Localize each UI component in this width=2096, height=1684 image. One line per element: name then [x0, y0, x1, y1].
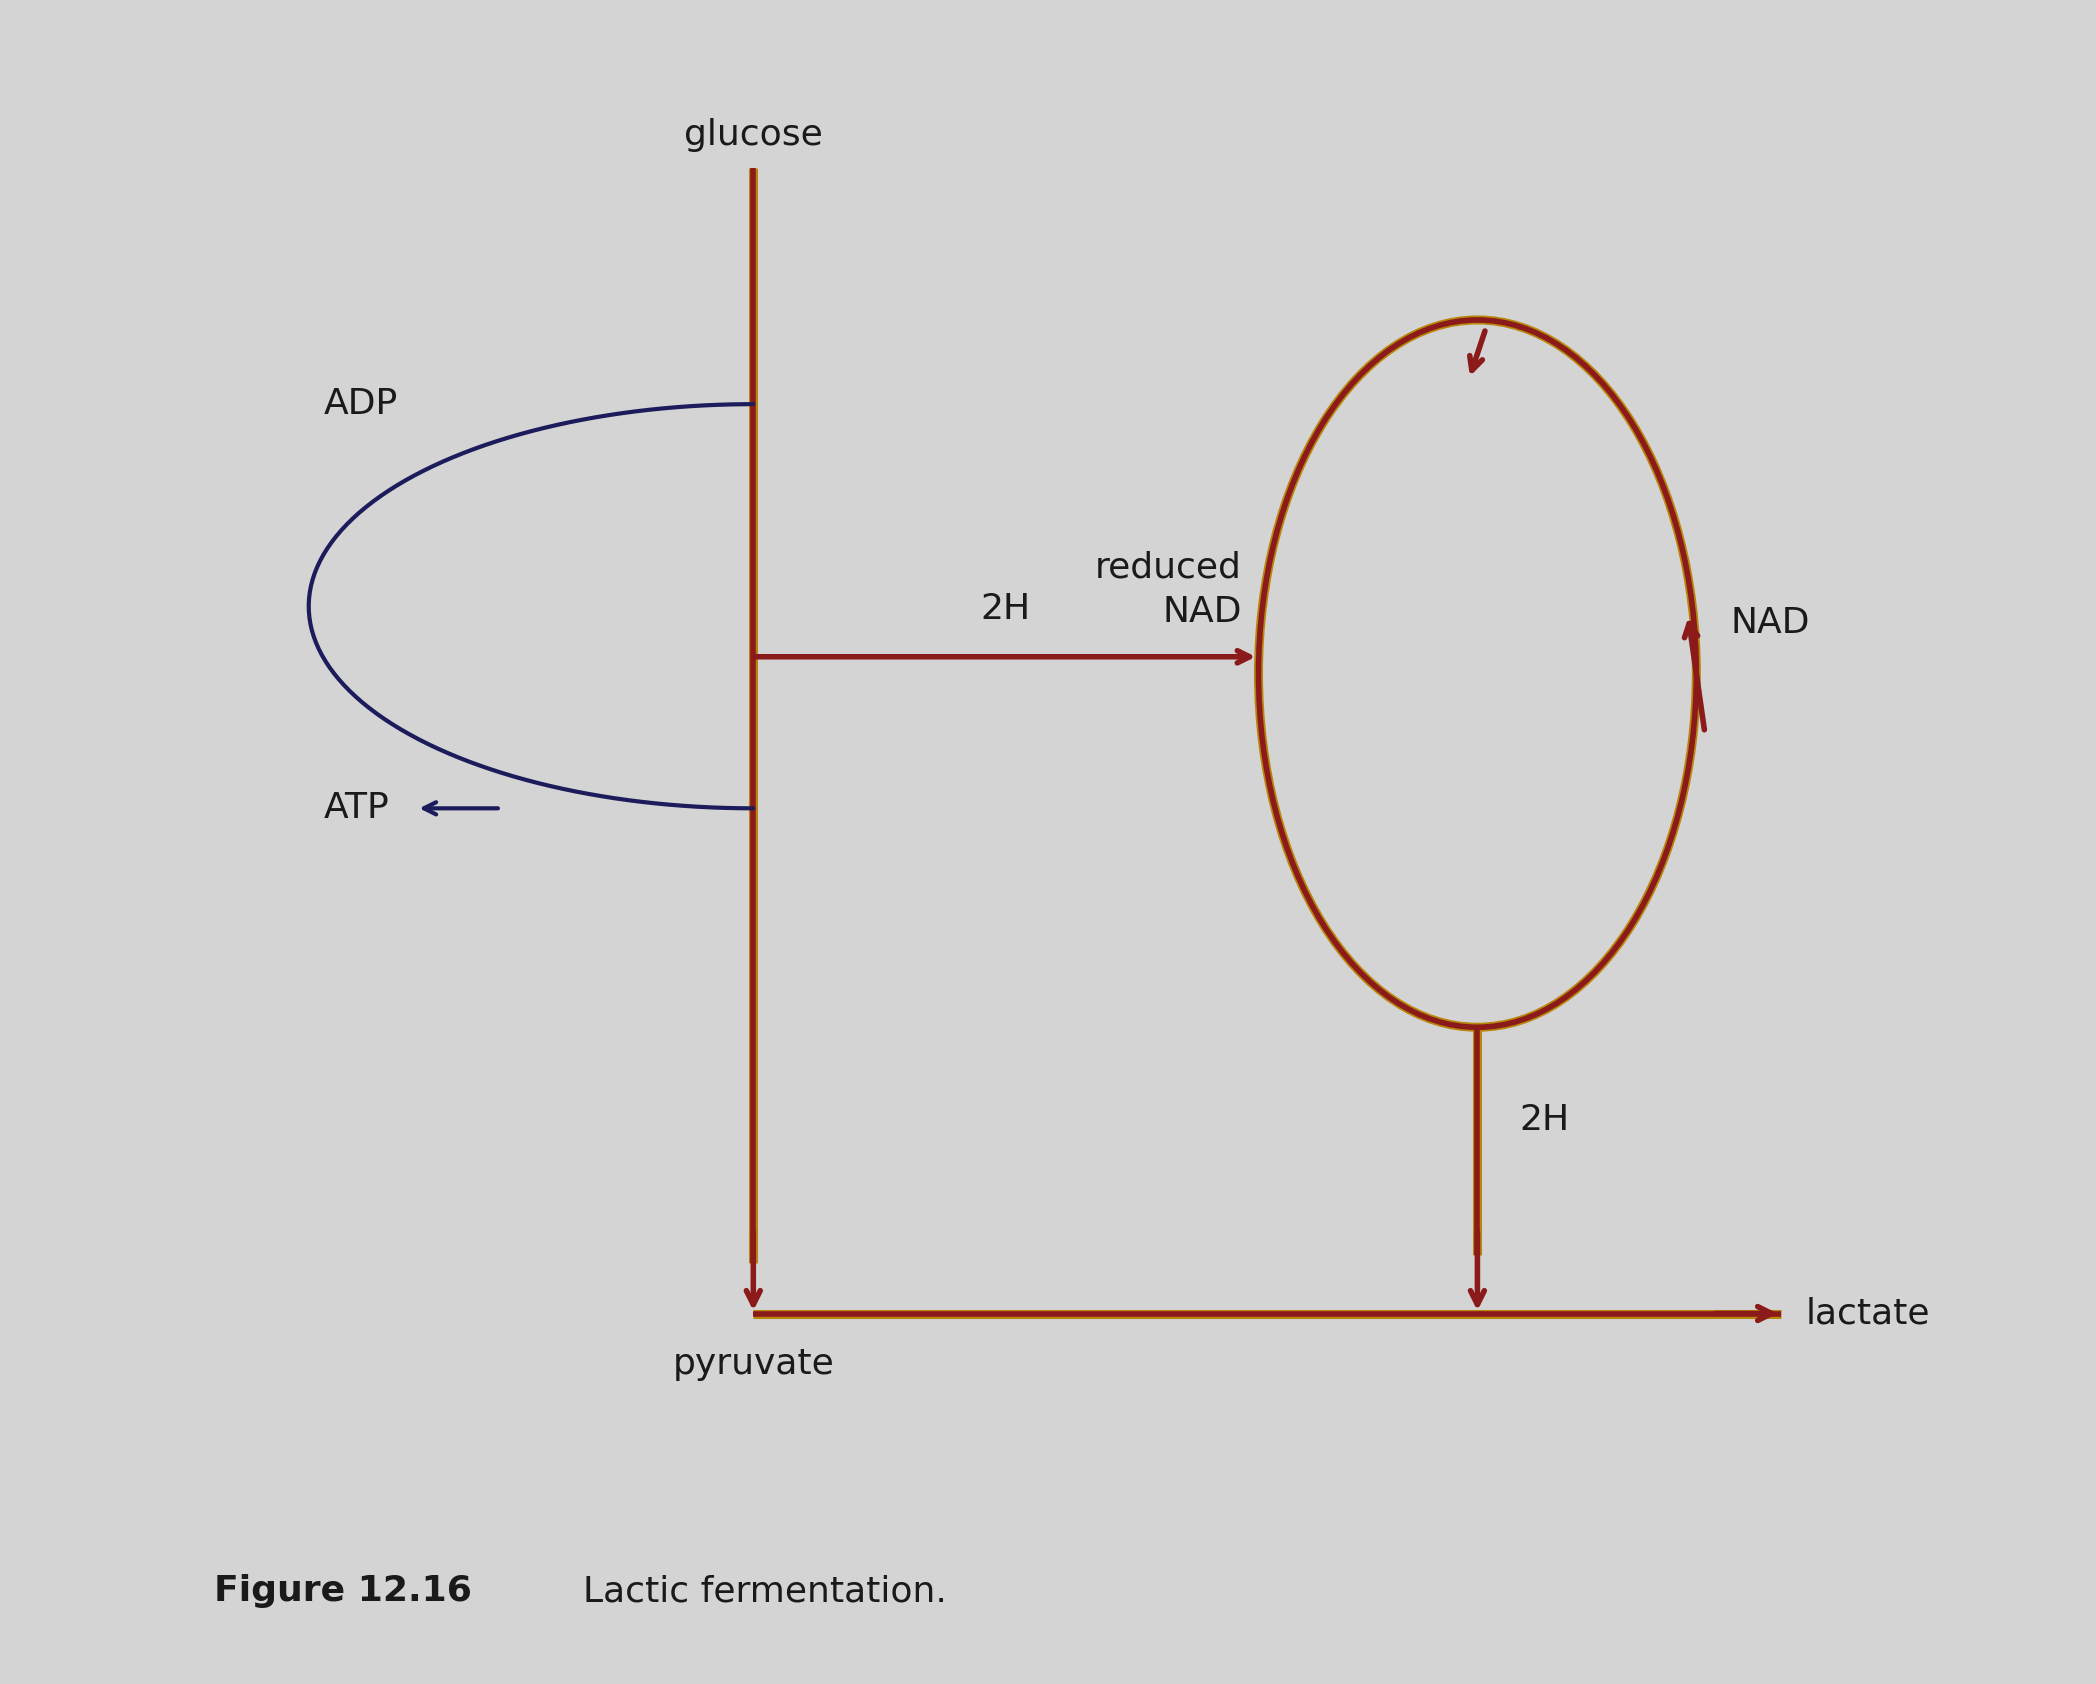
Text: 2H: 2H [1520, 1103, 1570, 1137]
Text: ADP: ADP [325, 387, 398, 421]
Text: Lactic fermentation.: Lactic fermentation. [560, 1575, 947, 1608]
Text: Figure 12.16: Figure 12.16 [214, 1575, 472, 1608]
Text: lactate: lactate [1807, 1297, 1930, 1330]
Text: NAD: NAD [1729, 606, 1809, 640]
Text: ATP: ATP [325, 791, 390, 825]
Text: pyruvate: pyruvate [673, 1347, 834, 1381]
Text: reduced
NAD: reduced NAD [1094, 551, 1241, 628]
Text: 2H: 2H [981, 593, 1031, 626]
Text: glucose: glucose [683, 118, 822, 152]
